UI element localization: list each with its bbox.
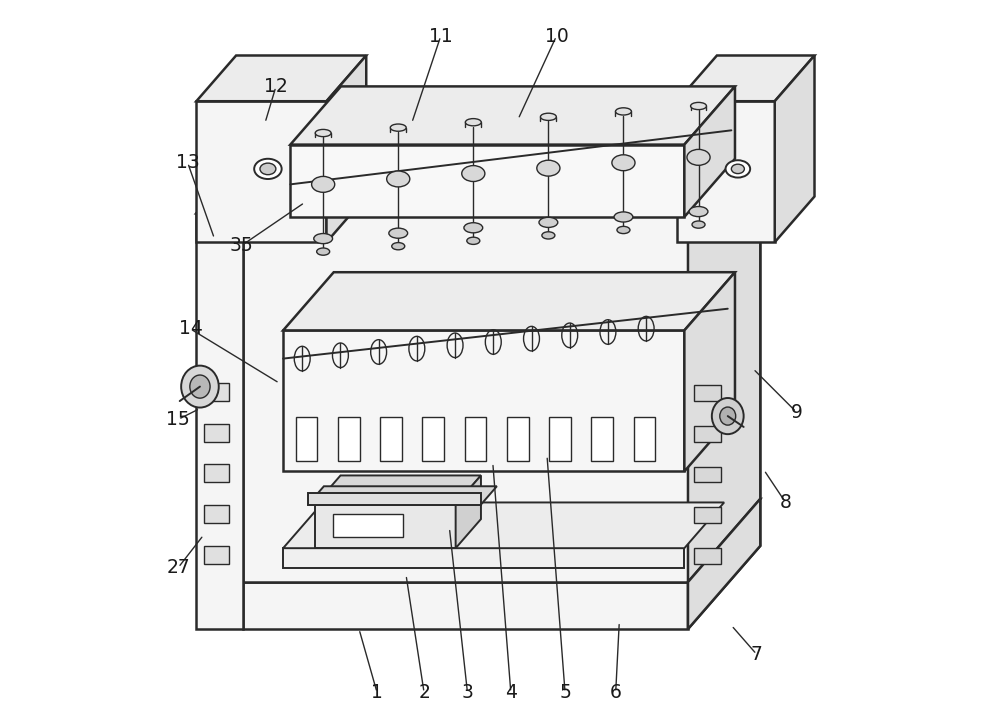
Ellipse shape <box>389 228 408 239</box>
Text: 8: 8 <box>780 493 792 512</box>
Bar <box>204 464 229 482</box>
Polygon shape <box>694 426 721 442</box>
Ellipse shape <box>254 159 282 179</box>
Polygon shape <box>677 101 775 242</box>
Ellipse shape <box>617 226 630 234</box>
Polygon shape <box>507 417 529 461</box>
Polygon shape <box>243 213 688 582</box>
Polygon shape <box>699 130 760 574</box>
Ellipse shape <box>317 248 330 255</box>
Ellipse shape <box>615 108 631 115</box>
Polygon shape <box>326 56 366 242</box>
Ellipse shape <box>687 150 710 166</box>
Polygon shape <box>296 417 317 461</box>
Ellipse shape <box>390 124 406 132</box>
Ellipse shape <box>537 161 560 176</box>
Text: 3: 3 <box>462 683 473 702</box>
Polygon shape <box>591 417 613 461</box>
Polygon shape <box>694 507 721 523</box>
Polygon shape <box>688 499 760 629</box>
Ellipse shape <box>465 119 481 126</box>
Ellipse shape <box>720 407 736 425</box>
Polygon shape <box>283 548 684 568</box>
Polygon shape <box>465 417 486 461</box>
Polygon shape <box>694 385 721 401</box>
Ellipse shape <box>542 232 555 239</box>
Ellipse shape <box>726 161 750 178</box>
Bar <box>333 513 403 537</box>
Ellipse shape <box>692 221 705 228</box>
Text: 5: 5 <box>559 683 571 702</box>
Polygon shape <box>243 130 760 213</box>
Polygon shape <box>315 476 481 505</box>
Ellipse shape <box>464 223 483 233</box>
Ellipse shape <box>181 366 219 408</box>
Ellipse shape <box>387 171 410 187</box>
Ellipse shape <box>190 375 210 398</box>
Text: 4: 4 <box>505 683 517 702</box>
Polygon shape <box>196 213 243 629</box>
Ellipse shape <box>392 243 405 250</box>
Text: 15: 15 <box>166 410 190 429</box>
Text: 35: 35 <box>229 236 253 255</box>
Polygon shape <box>677 56 815 101</box>
Polygon shape <box>283 502 724 548</box>
Polygon shape <box>196 188 265 213</box>
Polygon shape <box>634 417 655 461</box>
Text: 9: 9 <box>790 403 802 422</box>
Polygon shape <box>243 582 688 629</box>
Text: 6: 6 <box>610 683 622 702</box>
Ellipse shape <box>712 398 744 434</box>
Polygon shape <box>283 273 735 330</box>
Text: 1: 1 <box>371 683 383 702</box>
Polygon shape <box>456 476 481 548</box>
Polygon shape <box>338 417 360 461</box>
Ellipse shape <box>314 234 333 244</box>
Polygon shape <box>688 499 760 629</box>
Ellipse shape <box>612 155 635 171</box>
Ellipse shape <box>315 129 331 137</box>
Polygon shape <box>688 130 760 582</box>
Text: 27: 27 <box>166 558 190 577</box>
Ellipse shape <box>260 163 276 175</box>
Ellipse shape <box>691 103 706 110</box>
Bar <box>204 424 229 442</box>
Polygon shape <box>684 86 735 217</box>
Polygon shape <box>315 505 456 548</box>
Text: 12: 12 <box>264 77 288 96</box>
Ellipse shape <box>312 176 335 192</box>
Ellipse shape <box>731 164 744 174</box>
Text: 11: 11 <box>429 27 453 46</box>
Polygon shape <box>196 101 326 242</box>
Polygon shape <box>694 466 721 482</box>
Polygon shape <box>549 417 571 461</box>
Polygon shape <box>308 487 497 505</box>
Polygon shape <box>308 492 481 505</box>
Text: 13: 13 <box>176 153 200 172</box>
Polygon shape <box>290 86 735 145</box>
Polygon shape <box>422 417 444 461</box>
Ellipse shape <box>539 218 558 228</box>
Ellipse shape <box>689 207 708 217</box>
Ellipse shape <box>467 237 480 244</box>
Polygon shape <box>775 56 815 242</box>
Text: 10: 10 <box>545 27 568 46</box>
Bar <box>204 383 229 401</box>
Bar <box>204 545 229 564</box>
Polygon shape <box>380 417 402 461</box>
Polygon shape <box>290 145 684 217</box>
Text: 14: 14 <box>179 320 202 338</box>
Ellipse shape <box>540 114 556 121</box>
Polygon shape <box>684 273 735 471</box>
Ellipse shape <box>462 166 485 181</box>
Ellipse shape <box>614 212 633 222</box>
Text: 2: 2 <box>418 683 430 702</box>
Text: 7: 7 <box>751 645 763 664</box>
Polygon shape <box>196 56 366 101</box>
Polygon shape <box>243 499 760 582</box>
Polygon shape <box>694 548 721 564</box>
Bar <box>204 505 229 523</box>
Polygon shape <box>283 330 684 471</box>
